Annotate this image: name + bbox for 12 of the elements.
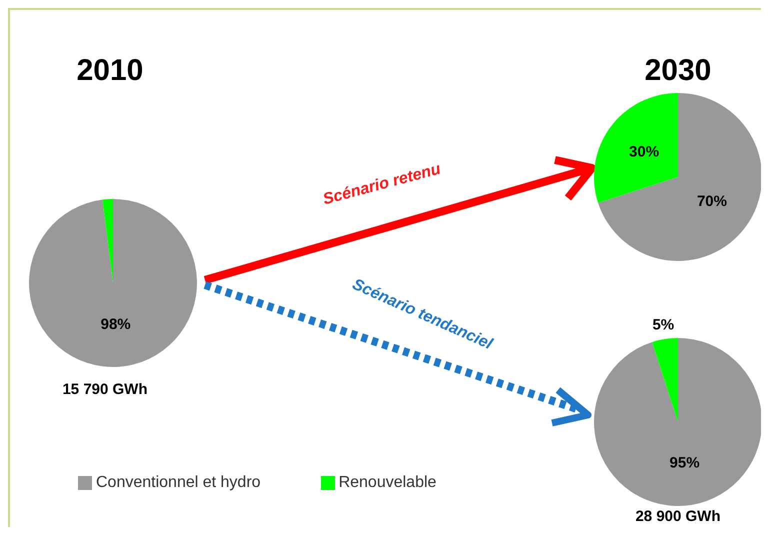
text: Scénario retenu: [320, 160, 444, 210]
chart-title: 2030: [644, 54, 712, 88]
legend-label: Conventionnel et hydro: [96, 474, 261, 492]
chart-title: 2010: [76, 54, 144, 88]
data-label: 5%: [652, 316, 674, 334]
data-label: 95%: [670, 454, 700, 472]
text: 15 790 GWh: [61, 381, 149, 398]
data-label: 70%: [696, 192, 727, 210]
legend-label: Renouvelable: [338, 474, 436, 492]
data-label: 98%: [100, 316, 131, 334]
data-label: 30%: [629, 143, 660, 160]
text: 28 900 GWh: [634, 508, 722, 525]
